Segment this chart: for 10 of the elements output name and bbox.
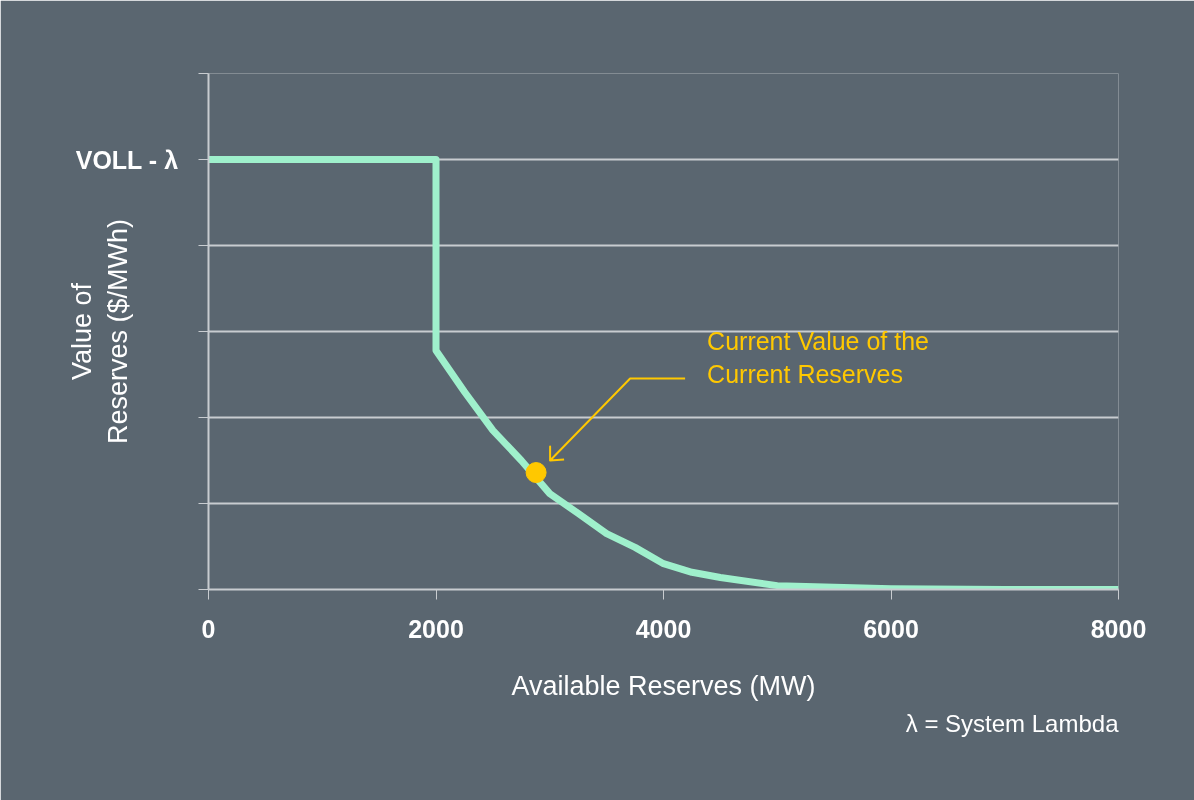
x-tick-label: 6000: [863, 614, 919, 643]
annotation: Current Value of the Current Reserves: [707, 326, 929, 389]
annotation: VOLL - λ: [75, 145, 179, 174]
x-tick-label: 8000: [1090, 614, 1147, 643]
x-axis-title: Available Reserves (MW): [511, 670, 816, 701]
x-tick-label: 4000: [635, 614, 692, 643]
y-axis-title: Value of Reserves ($/MWh): [66, 218, 133, 445]
text: λ = System Lambda: [905, 709, 1120, 737]
x-tick-label: 2000: [408, 614, 464, 643]
x-tick-label: 0: [201, 614, 216, 643]
